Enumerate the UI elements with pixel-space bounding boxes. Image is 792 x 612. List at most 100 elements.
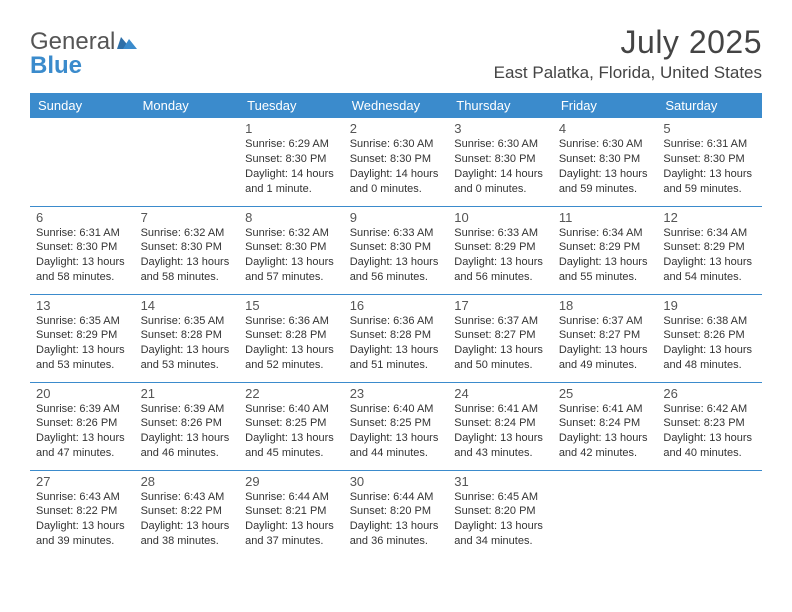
day-number: 29 [245, 474, 338, 489]
flag-icon [117, 35, 139, 53]
calendar-day-cell: 21Sunrise: 6:39 AMSunset: 8:26 PMDayligh… [135, 382, 240, 470]
day-number: 8 [245, 210, 338, 225]
calendar-day-cell: 3Sunrise: 6:30 AMSunset: 8:30 PMDaylight… [448, 118, 553, 206]
day-number: 3 [454, 121, 547, 136]
location-text: East Palatka, Florida, United States [494, 63, 762, 83]
day-details: Sunrise: 6:35 AMSunset: 8:28 PMDaylight:… [141, 314, 234, 373]
day-number: 7 [141, 210, 234, 225]
day-details: Sunrise: 6:40 AMSunset: 8:25 PMDaylight:… [245, 402, 338, 461]
weekday-header-row: Sunday Monday Tuesday Wednesday Thursday… [30, 93, 762, 118]
logo-text-1: General [30, 28, 115, 55]
logo-text-2: Blue [30, 52, 82, 79]
calendar-day-cell: 12Sunrise: 6:34 AMSunset: 8:29 PMDayligh… [657, 206, 762, 294]
day-number: 31 [454, 474, 547, 489]
day-number: 23 [350, 386, 443, 401]
day-details: Sunrise: 6:35 AMSunset: 8:29 PMDaylight:… [36, 314, 129, 373]
weekday-header: Thursday [448, 93, 553, 118]
calendar-day-cell: 2Sunrise: 6:30 AMSunset: 8:30 PMDaylight… [344, 118, 449, 206]
day-details: Sunrise: 6:36 AMSunset: 8:28 PMDaylight:… [245, 314, 338, 373]
day-details: Sunrise: 6:30 AMSunset: 8:30 PMDaylight:… [350, 137, 443, 196]
day-number: 30 [350, 474, 443, 489]
calendar-day-cell: 22Sunrise: 6:40 AMSunset: 8:25 PMDayligh… [239, 382, 344, 470]
day-number: 11 [559, 210, 652, 225]
calendar-day-cell: 31Sunrise: 6:45 AMSunset: 8:20 PMDayligh… [448, 470, 553, 558]
calendar-day-cell [30, 118, 135, 206]
weekday-header: Saturday [657, 93, 762, 118]
calendar-day-cell: 10Sunrise: 6:33 AMSunset: 8:29 PMDayligh… [448, 206, 553, 294]
day-details: Sunrise: 6:39 AMSunset: 8:26 PMDaylight:… [36, 402, 129, 461]
day-number: 22 [245, 386, 338, 401]
calendar-week-row: 27 Sunrise: 6:43 AMSunset: 8:22 PMDayligh… [30, 470, 762, 558]
day-number: 16 [350, 298, 443, 313]
calendar-table: Sunday Monday Tuesday Wednesday Thursday… [30, 93, 762, 558]
calendar-day-cell [553, 470, 658, 558]
weekday-header: Tuesday [239, 93, 344, 118]
calendar-day-cell: 11Sunrise: 6:34 AMSunset: 8:29 PMDayligh… [553, 206, 658, 294]
weekday-header: Monday [135, 93, 240, 118]
day-number: 5 [663, 121, 756, 136]
day-details: Sunrise: 6:36 AMSunset: 8:28 PMDaylight:… [350, 314, 443, 373]
calendar-day-cell: 15Sunrise: 6:36 AMSunset: 8:28 PMDayligh… [239, 294, 344, 382]
day-number: 15 [245, 298, 338, 313]
day-details: Sunrise: 6:34 AMSunset: 8:29 PMDaylight:… [559, 226, 652, 285]
day-number: 10 [454, 210, 547, 225]
day-number: 26 [663, 386, 756, 401]
calendar-day-cell [657, 470, 762, 558]
day-number: 4 [559, 121, 652, 136]
day-details: Sunrise: 6:30 AMSunset: 8:30 PMDaylight:… [559, 137, 652, 196]
day-details: Sunrise: 6:43 AMSunset: 8:22 PMDaylight:… [141, 490, 234, 549]
calendar-week-row: 20Sunrise: 6:39 AMSunset: 8:26 PMDayligh… [30, 382, 762, 470]
calendar-day-cell: 16Sunrise: 6:36 AMSunset: 8:28 PMDayligh… [344, 294, 449, 382]
day-details: Sunrise: 6:41 AMSunset: 8:24 PMDaylight:… [454, 402, 547, 461]
day-number: 21 [141, 386, 234, 401]
month-title: July 2025 [494, 24, 762, 61]
day-details: Sunrise: 6:44 AMSunset: 8:21 PMDaylight:… [245, 490, 338, 549]
calendar-day-cell: 20Sunrise: 6:39 AMSunset: 8:26 PMDayligh… [30, 382, 135, 470]
day-details: Sunrise: 6:31 AMSunset: 8:30 PMDaylight:… [663, 137, 756, 196]
calendar-day-cell: 28Sunrise: 6:43 AMSunset: 8:22 PMDayligh… [135, 470, 240, 558]
weekday-header: Wednesday [344, 93, 449, 118]
day-number: 17 [454, 298, 547, 313]
calendar-day-cell: 29Sunrise: 6:44 AMSunset: 8:21 PMDayligh… [239, 470, 344, 558]
day-number: 19 [663, 298, 756, 313]
calendar-day-cell: 24Sunrise: 6:41 AMSunset: 8:24 PMDayligh… [448, 382, 553, 470]
calendar-week-row: 13Sunrise: 6:35 AMSunset: 8:29 PMDayligh… [30, 294, 762, 382]
day-details: Sunrise: 6:31 AMSunset: 8:30 PMDaylight:… [36, 226, 129, 285]
calendar-week-row: 6Sunrise: 6:31 AMSunset: 8:30 PMDaylight… [30, 206, 762, 294]
calendar-day-cell: 7Sunrise: 6:32 AMSunset: 8:30 PMDaylight… [135, 206, 240, 294]
calendar-day-cell [135, 118, 240, 206]
day-number: 14 [141, 298, 234, 313]
day-details: Sunrise: 6:37 AMSunset: 8:27 PMDaylight:… [454, 314, 547, 373]
calendar-day-cell: 5Sunrise: 6:31 AMSunset: 8:30 PMDaylight… [657, 118, 762, 206]
day-number: 1 [245, 121, 338, 136]
day-details: Sunrise: 6:29 AMSunset: 8:30 PMDaylight:… [245, 137, 338, 196]
calendar-day-cell: 23Sunrise: 6:40 AMSunset: 8:25 PMDayligh… [344, 382, 449, 470]
day-details: Sunrise: 6:41 AMSunset: 8:24 PMDaylight:… [559, 402, 652, 461]
day-details: Sunrise: 6:32 AMSunset: 8:30 PMDaylight:… [141, 226, 234, 285]
day-number: 20 [36, 386, 129, 401]
day-number: 18 [559, 298, 652, 313]
day-details: Sunrise: 6:39 AMSunset: 8:26 PMDaylight:… [141, 402, 234, 461]
day-number: 24 [454, 386, 547, 401]
calendar-day-cell: 6Sunrise: 6:31 AMSunset: 8:30 PMDaylight… [30, 206, 135, 294]
calendar-day-cell: 26Sunrise: 6:42 AMSunset: 8:23 PMDayligh… [657, 382, 762, 470]
calendar-day-cell: 13Sunrise: 6:35 AMSunset: 8:29 PMDayligh… [30, 294, 135, 382]
brand-logo: General Blue [30, 24, 139, 78]
day-details: Sunrise: 6:45 AMSunset: 8:20 PMDaylight:… [454, 490, 547, 549]
calendar-day-cell: 18Sunrise: 6:37 AMSunset: 8:27 PMDayligh… [553, 294, 658, 382]
day-number: 28 [141, 474, 234, 489]
calendar-day-cell: 27Sunrise: 6:43 AMSunset: 8:22 PMDayligh… [30, 470, 135, 558]
day-number: 27 [36, 474, 129, 489]
day-number: 2 [350, 121, 443, 136]
calendar-day-cell: 9Sunrise: 6:33 AMSunset: 8:30 PMDaylight… [344, 206, 449, 294]
day-details: Sunrise: 6:30 AMSunset: 8:30 PMDaylight:… [454, 137, 547, 196]
day-number: 13 [36, 298, 129, 313]
day-number: 6 [36, 210, 129, 225]
weekday-header: Sunday [30, 93, 135, 118]
day-details: Sunrise: 6:33 AMSunset: 8:30 PMDaylight:… [350, 226, 443, 285]
day-details: Sunrise: 6:42 AMSunset: 8:23 PMDaylight:… [663, 402, 756, 461]
day-details: Sunrise: 6:38 AMSunset: 8:26 PMDaylight:… [663, 314, 756, 373]
calendar-day-cell: 30Sunrise: 6:44 AMSunset: 8:20 PMDayligh… [344, 470, 449, 558]
calendar-day-cell: 19Sunrise: 6:38 AMSunset: 8:26 PMDayligh… [657, 294, 762, 382]
calendar-day-cell: 8Sunrise: 6:32 AMSunset: 8:30 PMDaylight… [239, 206, 344, 294]
